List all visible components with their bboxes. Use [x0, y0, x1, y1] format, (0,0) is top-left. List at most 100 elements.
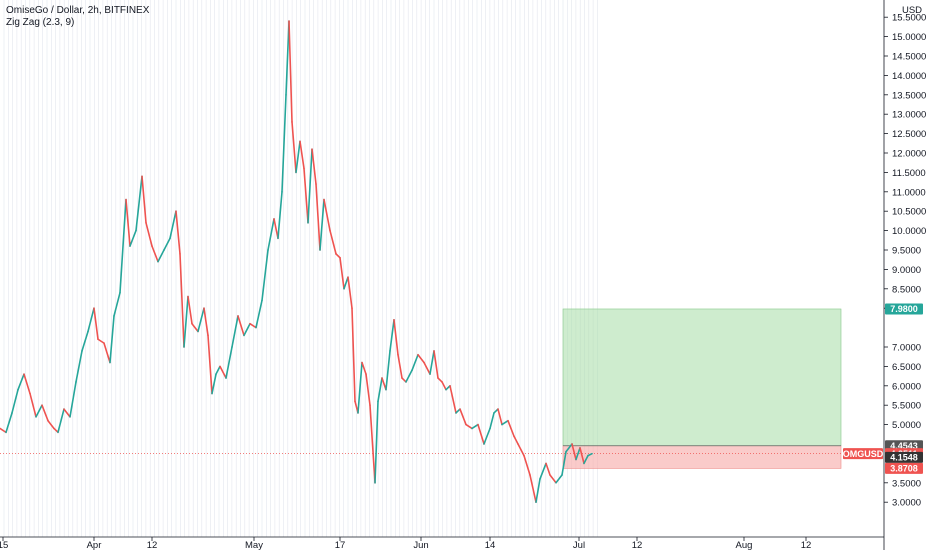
price-segment — [75, 350, 83, 383]
time-tick-label: 14 — [485, 540, 496, 550]
time-axis[interactable]: 15 Apr 12 May 17 Jun 14 Jul 12 Aug 12 — [0, 536, 884, 550]
price-segment — [219, 365, 227, 379]
price-segment — [255, 299, 263, 329]
price-segment — [303, 167, 309, 224]
price-segment — [575, 447, 581, 461]
price-segment — [141, 175, 147, 224]
price-segment — [423, 361, 431, 375]
time-tick-label: Aug — [736, 540, 753, 550]
last-price-tag-bg — [885, 451, 923, 463]
price-segment — [571, 443, 577, 461]
price-tick-label: 15.0000 — [892, 32, 926, 43]
price-segment — [351, 307, 356, 403]
price-segment — [249, 322, 257, 329]
price-tick-label: 14.0000 — [892, 71, 926, 82]
price-segment — [429, 350, 435, 375]
price-segment — [319, 198, 325, 251]
price-segment — [175, 210, 181, 255]
last-price-tag: 4.1548 — [890, 453, 918, 463]
price-segment — [555, 474, 563, 484]
price-segment — [231, 315, 239, 348]
price-segment — [365, 373, 371, 407]
price-tick-label: 13.5000 — [892, 90, 926, 101]
price-segment — [288, 20, 293, 123]
indicator-label: Zig Zag (2.3, 9) — [6, 17, 75, 28]
price-segment — [93, 307, 99, 341]
price-segment — [315, 183, 321, 251]
price-segment — [197, 307, 205, 333]
price-segment — [455, 408, 461, 414]
price-segment — [397, 353, 403, 379]
price-segment — [477, 423, 485, 445]
price-segment — [449, 384, 457, 414]
price-segment — [497, 408, 503, 426]
price-segment — [393, 319, 399, 356]
price-segment — [529, 474, 537, 504]
price-segment — [113, 291, 121, 317]
price-tick-label: 12.5000 — [892, 129, 926, 140]
price-segment — [207, 334, 213, 395]
price-segment — [183, 295, 189, 348]
price-segment — [401, 377, 407, 383]
price-segment — [81, 330, 89, 352]
price-segment — [377, 377, 383, 403]
time-tick-label: May — [245, 540, 263, 550]
price-segment — [374, 400, 379, 484]
price-segment — [441, 381, 447, 391]
price-segment — [357, 361, 363, 414]
price-tick-label: 5.0000 — [892, 420, 921, 431]
time-tick-label: 12 — [632, 540, 643, 550]
profit-zone — [562, 308, 842, 447]
price-segment — [129, 229, 137, 247]
time-tick-label: Jul — [573, 540, 585, 550]
time-tick-label: 17 — [335, 540, 346, 550]
price-segment — [507, 419, 515, 438]
price-segment — [53, 427, 59, 434]
price-segment — [157, 249, 165, 263]
price-segment — [339, 256, 345, 290]
price-segment — [145, 222, 153, 247]
price-segment — [267, 218, 275, 251]
price-segment — [41, 404, 49, 422]
price-segment — [335, 253, 341, 259]
chart-grid — [3, 0, 598, 537]
price-segment — [11, 388, 19, 414]
price-segment — [179, 253, 185, 348]
price-segment — [211, 373, 217, 395]
time-tick-label: 15 — [0, 540, 8, 550]
price-segment — [5, 412, 13, 434]
price-segment — [63, 408, 71, 418]
price-tick-label: 11.5000 — [892, 168, 926, 179]
price-segment — [471, 423, 479, 430]
position-zones[interactable] — [0, 308, 884, 469]
price-segment — [535, 478, 541, 504]
time-tick-label: 12 — [147, 540, 158, 550]
price-segment — [57, 408, 65, 434]
price-tick-label: 11.0000 — [892, 187, 926, 198]
price-segment — [69, 381, 77, 418]
price-segment — [299, 140, 305, 170]
price-segment — [237, 315, 245, 337]
price-segment — [109, 315, 115, 364]
price-segment — [285, 20, 290, 96]
price-segment — [381, 377, 387, 391]
price-segment — [405, 369, 413, 383]
price-segment — [523, 454, 531, 476]
price-segment — [307, 148, 313, 224]
stop-price-tag: 3.8708 — [890, 464, 918, 474]
price-segment — [119, 198, 127, 294]
price-tick-label: 12.0000 — [892, 149, 926, 160]
price-segment — [261, 249, 269, 302]
target-price-tag: 7.9800 — [890, 304, 918, 314]
price-segment — [489, 412, 495, 430]
price-segment — [135, 175, 143, 232]
price-segment — [215, 365, 221, 375]
price-segment — [281, 94, 287, 193]
price-segment — [385, 350, 391, 391]
price-segment — [343, 276, 349, 290]
price-segment — [0, 427, 7, 434]
stop-price-tag-bg — [885, 462, 923, 474]
target-price-tag-bg — [885, 303, 923, 315]
price-segment — [465, 423, 473, 430]
